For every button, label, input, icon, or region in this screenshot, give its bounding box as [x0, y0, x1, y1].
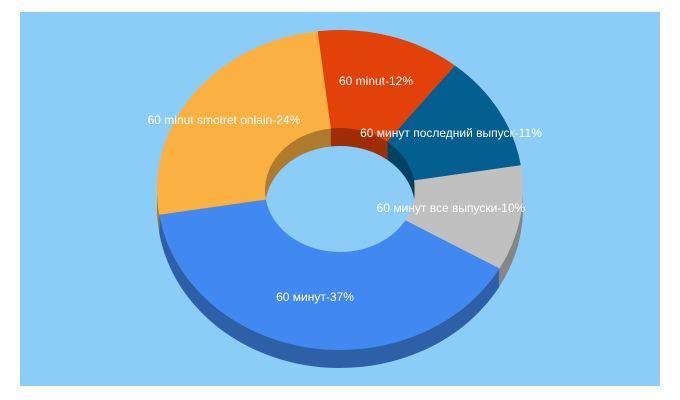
data-label: 60 minut-12% [339, 74, 413, 88]
slice [157, 31, 331, 215]
slice [159, 199, 500, 351]
slice [317, 30, 456, 142]
data-label: 60 минут-37% [276, 290, 354, 304]
slice [387, 65, 521, 181]
data-label: 60 minut smotret onlain-24% [148, 113, 301, 127]
data-label: 60 минут последний выпуск-11% [360, 126, 542, 140]
data-label: 60 минут все выпуски-10% [377, 201, 526, 215]
slice [405, 165, 523, 269]
